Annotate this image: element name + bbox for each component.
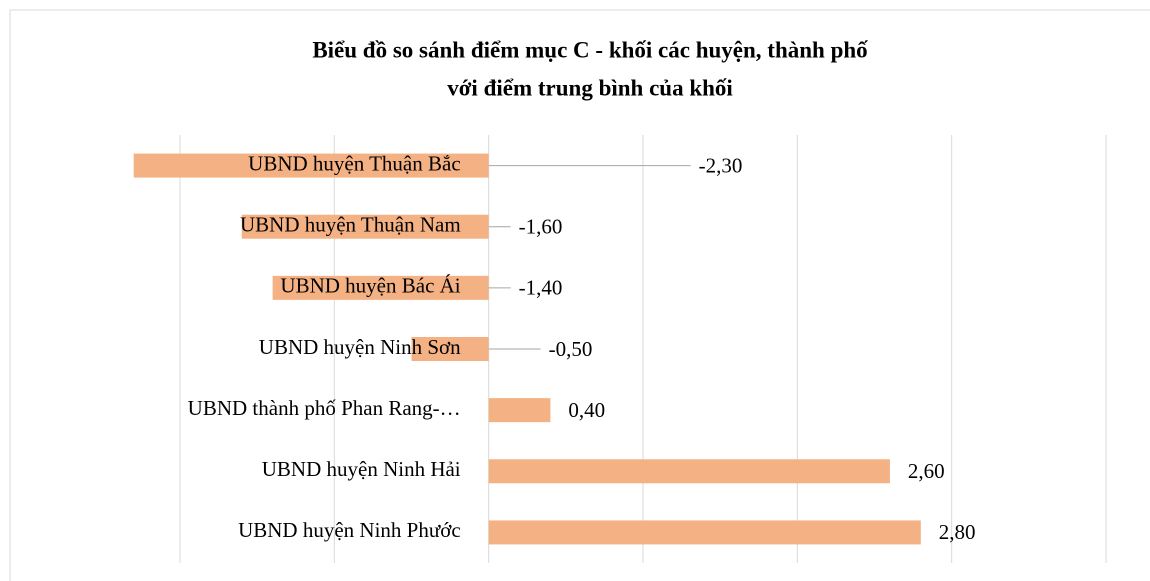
data-label: -1,40 (519, 276, 563, 300)
chart-title: Biểu đồ so sánh điểm mục C - khối các hu… (312, 37, 868, 62)
y-tick-label: UBND huyện Ninh Phước (238, 518, 461, 542)
bar (241, 214, 489, 239)
bar (133, 153, 489, 178)
data-label: 2,60 (908, 459, 945, 483)
y-tick-label: UBND huyện Bác Ái (280, 274, 460, 298)
data-label: -2,30 (699, 153, 743, 177)
data-label: -1,60 (519, 215, 563, 239)
y-tick-label: UBND thành phố Phan Rang-… (188, 396, 461, 420)
chart-title: với điểm trung bình của khối (447, 75, 733, 100)
y-tick-label: UBND huyện Thuận Nam (240, 213, 461, 237)
bar (488, 459, 890, 484)
y-tick-label: UBND huyện Ninh Sơn (259, 335, 461, 359)
y-tick-label: UBND huyện Thuận Bắc (248, 151, 461, 175)
bar (411, 337, 489, 361)
y-tick-label: UBND huyện Ninh Hải (262, 457, 461, 481)
data-label: 0,40 (568, 398, 605, 422)
bar (272, 275, 489, 300)
data-label: 2,80 (939, 520, 976, 544)
data-label: -0,50 (549, 337, 593, 361)
bar (488, 398, 551, 423)
bar (488, 520, 921, 545)
chart-frame (9, 9, 1150, 581)
